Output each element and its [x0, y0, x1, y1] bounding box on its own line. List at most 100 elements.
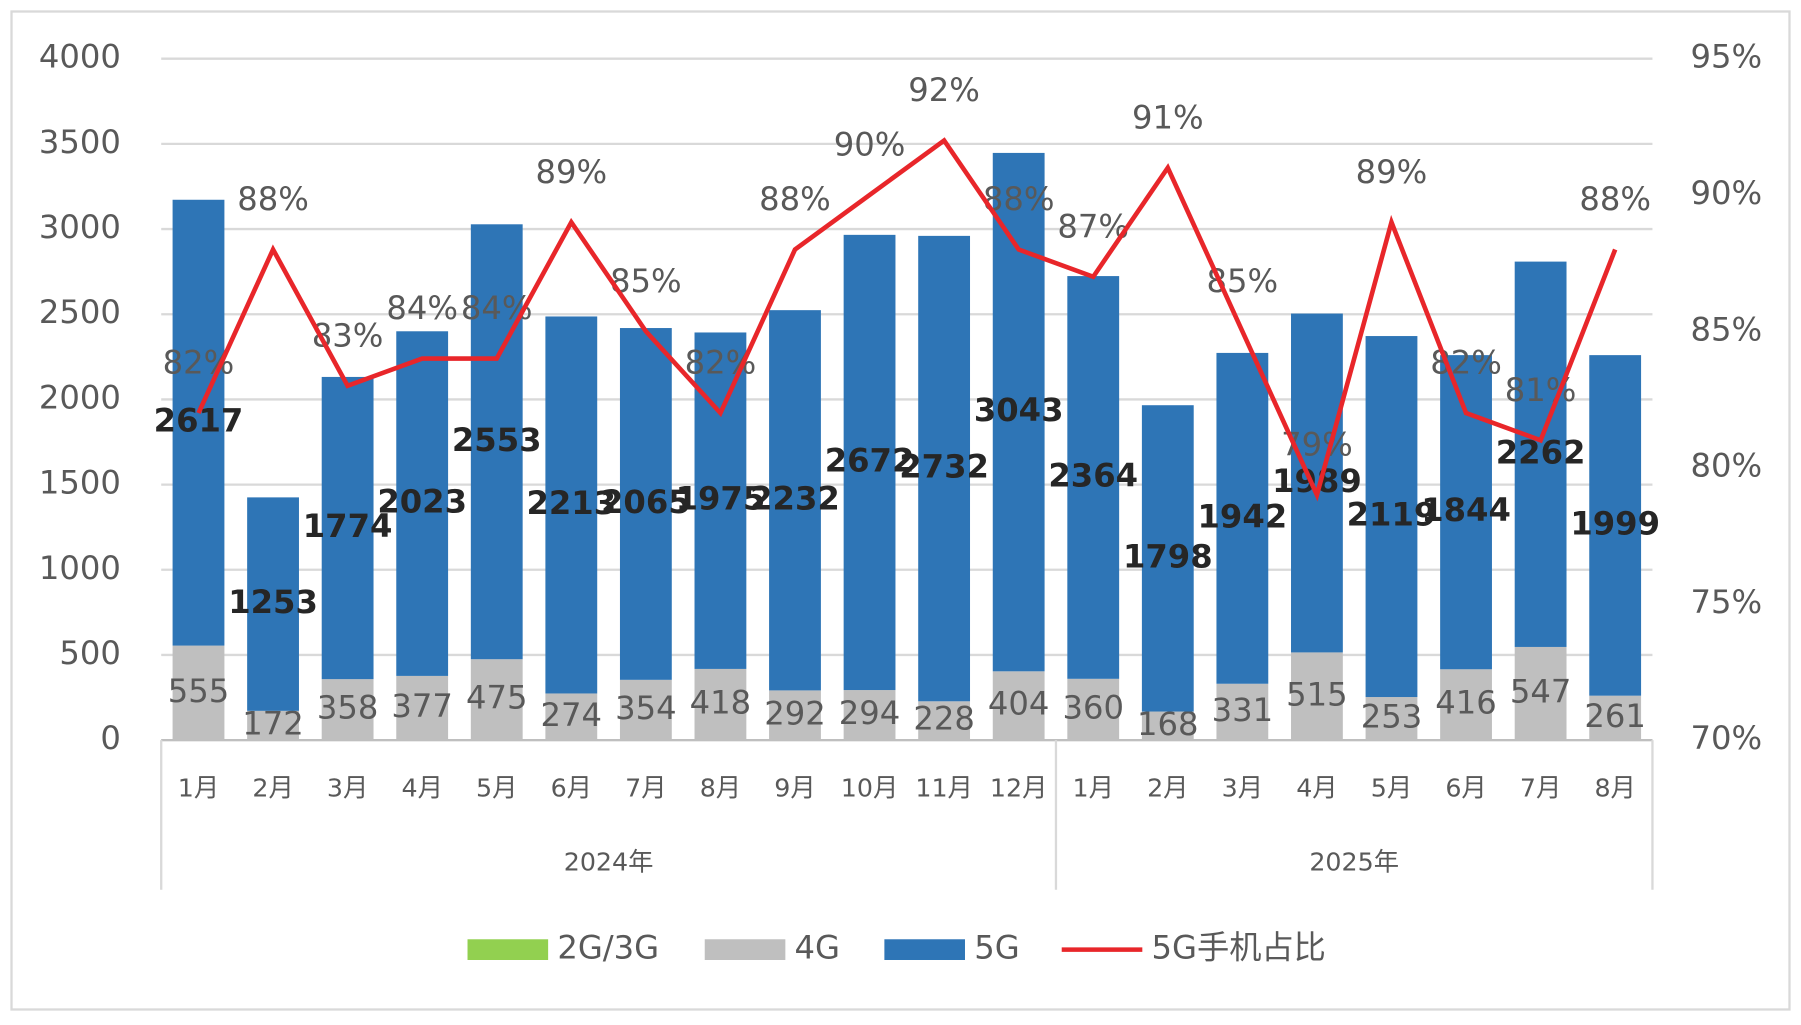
- data-label: 2232: [750, 479, 840, 517]
- data-label: 547: [1510, 673, 1572, 711]
- x-tick-label: 2月: [252, 773, 293, 803]
- line-label: 88%: [1579, 180, 1651, 218]
- bar-segment: [1365, 336, 1418, 698]
- bar-segment: [321, 376, 374, 680]
- legend-swatch: [467, 939, 549, 960]
- y2-tick-label: 95%: [1690, 38, 1762, 76]
- data-label: 1942: [1198, 497, 1288, 535]
- data-label: 416: [1435, 684, 1497, 722]
- x-tick-label: 5月: [476, 773, 517, 803]
- line-label: 88%: [237, 180, 309, 218]
- bar-segment: [769, 690, 821, 741]
- data-label: 2065: [601, 483, 691, 521]
- bar-segment: [769, 310, 821, 691]
- bar-segment: [992, 152, 1045, 672]
- data-label: 1844: [1421, 491, 1511, 529]
- bar-segment: [1514, 261, 1567, 647]
- data-label: 2119: [1347, 496, 1437, 534]
- bar-segment: [172, 645, 225, 741]
- bar-segment: [843, 690, 896, 741]
- bar-segment: [1216, 683, 1269, 741]
- bar-segment: [992, 671, 1045, 741]
- data-label: 2617: [154, 402, 244, 440]
- data-label: 253: [1361, 698, 1423, 736]
- data-label: 2732: [899, 448, 989, 486]
- bar-segment: [1141, 405, 1194, 712]
- line-label: 88%: [759, 180, 831, 218]
- bar-segment: [1291, 313, 1343, 653]
- x-tick-label: 3月: [1222, 773, 1263, 803]
- y-tick-label: 1500: [39, 464, 121, 502]
- y2-tick-label: 70%: [1690, 719, 1762, 757]
- x-tick-label: 7月: [625, 773, 666, 803]
- y-tick-label: 3000: [39, 208, 121, 246]
- line-label: 83%: [312, 316, 384, 354]
- line-label: 89%: [1356, 153, 1428, 191]
- data-label: 555: [168, 672, 230, 710]
- bar-segment: [545, 316, 598, 694]
- x-tick-label: 5月: [1371, 773, 1412, 803]
- line: [196, 137, 1618, 502]
- x-tick-label: 3月: [327, 773, 368, 803]
- legend-swatch: [884, 939, 965, 960]
- data-label: 1774: [303, 507, 393, 545]
- bar-segment: [694, 668, 747, 741]
- data-label: 377: [391, 687, 453, 725]
- data-label: 3043: [974, 391, 1064, 429]
- legend-label: 5G手机占比: [1152, 929, 1326, 967]
- x-tick-label: 1月: [1073, 773, 1114, 803]
- x-tick-label: 8月: [1594, 773, 1635, 803]
- y-tick-label: 2000: [39, 378, 121, 416]
- bar-segment: [1589, 355, 1642, 696]
- bar-segment: [1141, 711, 1194, 741]
- data-label: 360: [1062, 688, 1124, 726]
- bar-segment: [1514, 646, 1567, 741]
- data-label: 228: [913, 700, 975, 738]
- bar-segment: [1067, 276, 1120, 679]
- chart-border: [10, 10, 1791, 1011]
- data-label: 1253: [228, 583, 318, 621]
- x-tick-label: 6月: [1445, 773, 1486, 803]
- x-group-label: 2024年: [564, 846, 654, 876]
- bar-segment: [918, 235, 971, 702]
- data-label: 1999: [1570, 504, 1660, 542]
- data-label: 2553: [452, 421, 542, 459]
- bar-segment: [1067, 678, 1120, 741]
- y-tick-label: 1000: [39, 549, 121, 587]
- bar-segment: [172, 199, 225, 646]
- data-label: 515: [1286, 675, 1348, 713]
- bar-segment: [470, 659, 523, 741]
- line-label: 90%: [834, 126, 906, 164]
- data-label: 2023: [377, 483, 467, 521]
- bar-segment: [619, 328, 672, 680]
- y-tick-label: 2500: [39, 293, 121, 331]
- data-label: 1975: [676, 480, 766, 518]
- y2-tick-label: 80%: [1690, 447, 1762, 485]
- x-tick-label: 12月: [990, 773, 1048, 803]
- x-tick-label: 8月: [700, 773, 741, 803]
- bar-segment: [396, 675, 449, 741]
- bar-segment: [247, 710, 299, 741]
- y2-tick-label: 85%: [1690, 310, 1762, 348]
- bar-segment: [843, 234, 896, 691]
- bar-segment: [1216, 352, 1269, 684]
- x-tick-label: 4月: [1296, 773, 1337, 803]
- y2-tick-label: 75%: [1690, 583, 1762, 621]
- legend-label: 5G: [974, 929, 1019, 967]
- bar-segment: [1589, 695, 1642, 741]
- x-tick-label: 10月: [841, 773, 899, 803]
- data-label: 261: [1584, 697, 1646, 735]
- y-tick-label: 0: [100, 719, 121, 757]
- bar-segment: [694, 332, 747, 669]
- bar-segment: [470, 224, 523, 660]
- y-tick-label: 500: [59, 634, 121, 672]
- y-tick-label: 4000: [39, 38, 121, 76]
- legend-swatch: [704, 939, 786, 960]
- data-label: 331: [1212, 691, 1274, 729]
- y-tick-label: 3500: [39, 123, 121, 161]
- data-label: 292: [764, 694, 826, 732]
- bar-segment: [321, 679, 374, 741]
- line-label: 91%: [1132, 98, 1204, 136]
- y2-tick-label: 90%: [1690, 174, 1762, 212]
